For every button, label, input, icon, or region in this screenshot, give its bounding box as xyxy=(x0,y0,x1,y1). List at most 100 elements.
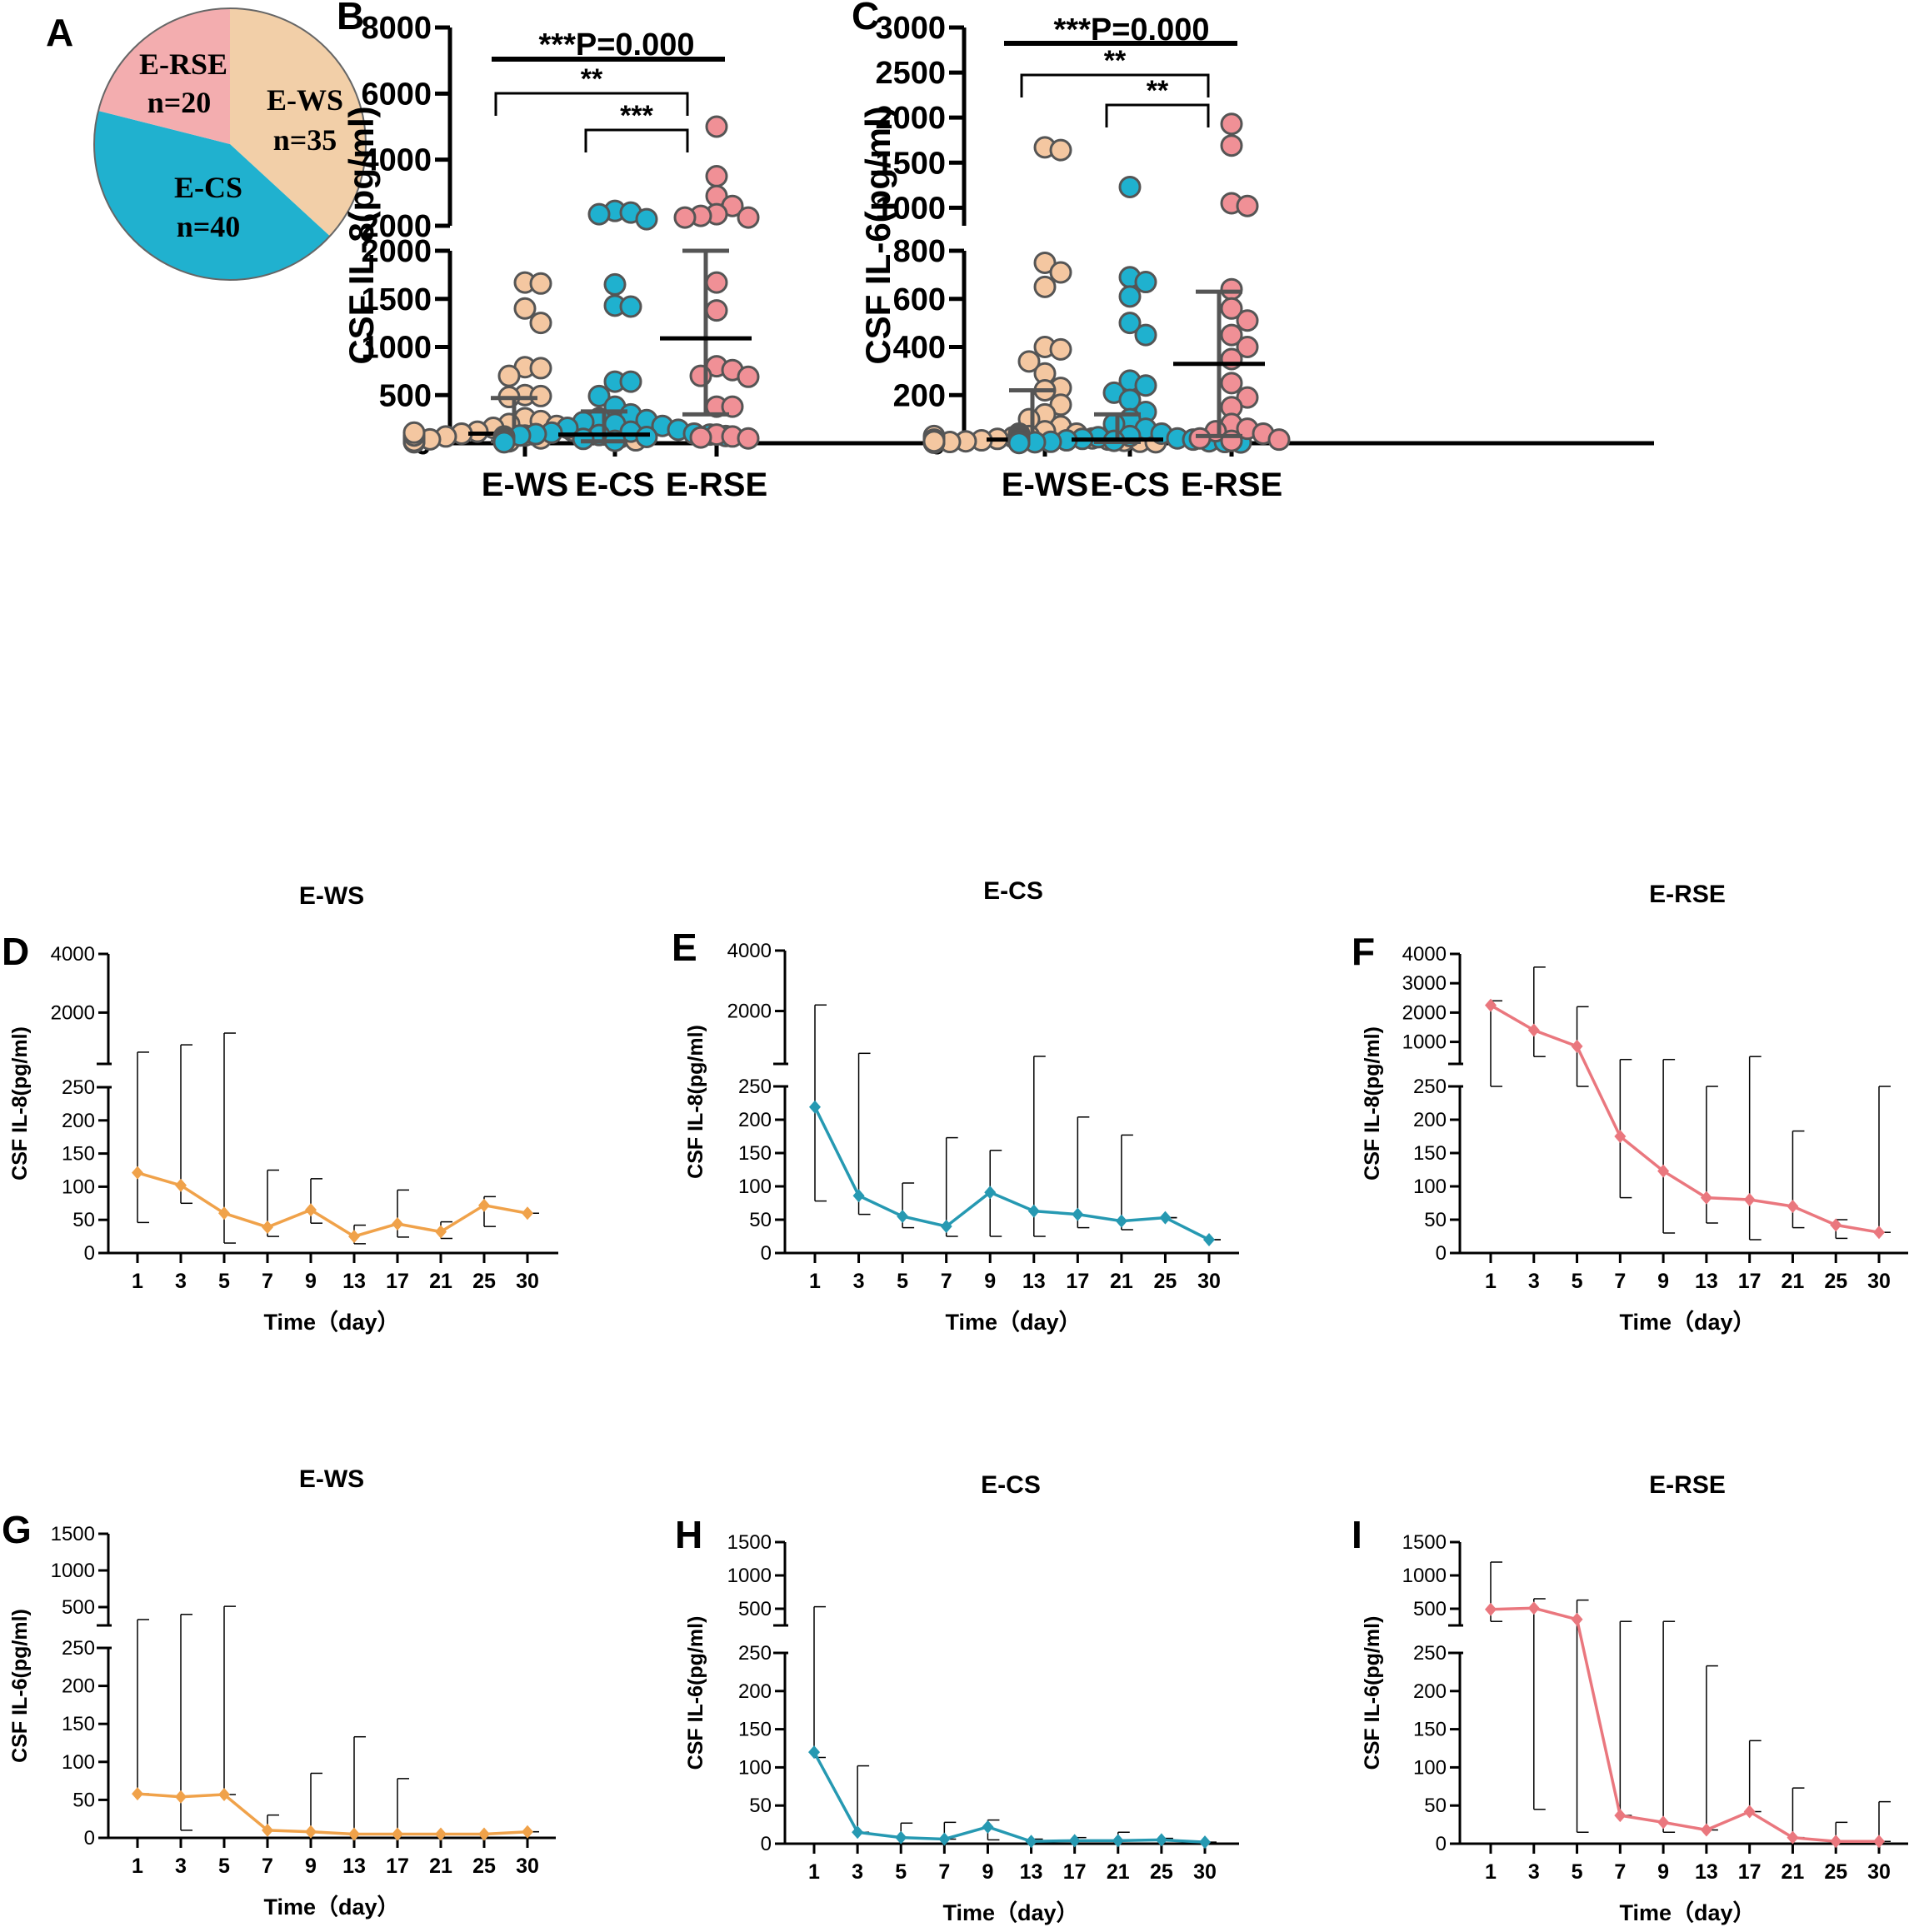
error-bar xyxy=(1490,1000,1502,1087)
data-point xyxy=(478,1827,490,1841)
y-tick-label: 2000 xyxy=(361,234,432,269)
error-bar xyxy=(1121,1134,1133,1231)
error-bar xyxy=(857,1765,870,1834)
y-tick-label: 2500 xyxy=(875,56,946,91)
x-tick-label: 21 xyxy=(429,1270,452,1293)
data-point xyxy=(218,1206,230,1221)
y-tick-label: 200 xyxy=(738,1109,772,1131)
y-tick-label: 100 xyxy=(738,1176,772,1198)
x-tick-label-e-cs: E-CS xyxy=(1090,467,1170,503)
scatter-panel-c: 020040060080010001500200025003000CSF IL-… xyxy=(858,11,1654,503)
x-tick-label: 13 xyxy=(342,1855,366,1878)
x-tick-label: 25 xyxy=(1154,1270,1177,1293)
x-tick-label: 13 xyxy=(1022,1270,1046,1293)
data-point xyxy=(737,365,760,388)
series-line xyxy=(1490,1606,1879,1844)
y-tick-label: 0 xyxy=(1436,1833,1447,1855)
y-tick-label: 150 xyxy=(738,1142,772,1165)
data-point xyxy=(1220,297,1243,320)
pie-outline xyxy=(93,7,367,281)
x-tick-label: 30 xyxy=(1197,1270,1221,1293)
data-point xyxy=(1267,428,1291,452)
x-tick-label: 5 xyxy=(1572,1270,1583,1293)
y-tick-label: 200 xyxy=(1413,1680,1447,1703)
data-point xyxy=(435,1827,447,1841)
panel-label-i: I xyxy=(1352,1513,1362,1556)
y-tick-label: 100 xyxy=(62,1751,95,1774)
panel-label-f: F xyxy=(1352,930,1375,973)
y-axis-title: CSF IL-6(pg/ml) xyxy=(1361,1616,1384,1770)
data-point xyxy=(1614,1809,1627,1823)
series-e-rse xyxy=(1173,112,1291,452)
y-tick-label: 50 xyxy=(72,1789,95,1811)
error-bar xyxy=(397,1778,409,1835)
y-tick-label: 0 xyxy=(1436,1242,1447,1265)
data-point xyxy=(1236,336,1259,358)
x-tick-label: 21 xyxy=(1107,1860,1130,1884)
data-point xyxy=(497,364,521,387)
x-tick-label: 7 xyxy=(1614,1860,1626,1884)
x-tick-label-e-cs: E-CS xyxy=(575,467,655,503)
line-panel-f: 0 50 100 150 200 250 1000 2000 3000 4000 CSF IL-8(… xyxy=(1361,881,1908,1335)
data-point xyxy=(852,1825,864,1840)
data-point xyxy=(402,421,426,444)
panel-label-e: E xyxy=(672,926,697,969)
data-point xyxy=(721,395,744,418)
panel-label-b: B xyxy=(337,0,364,37)
x-tick-label: 30 xyxy=(1193,1860,1217,1884)
y-tick-label: 50 xyxy=(72,1209,95,1231)
x-tick-label-e-rse: E-RSE xyxy=(666,467,767,503)
x-tick-label: 17 xyxy=(386,1855,409,1878)
data-point xyxy=(938,1832,951,1846)
y-tick-label: 250 xyxy=(1413,1076,1447,1098)
x-tick-label: 25 xyxy=(1150,1860,1173,1884)
y-tick-label: 250 xyxy=(738,1642,772,1665)
data-point xyxy=(132,1787,143,1801)
data-point xyxy=(809,1100,821,1114)
y-axis-title: CSF IL-6(pg/ml) xyxy=(8,1609,32,1763)
panel-label-c: C xyxy=(852,0,879,37)
x-tick-label: 13 xyxy=(1695,1270,1718,1293)
error-bar xyxy=(353,1735,366,1835)
y-tick-label: 2000 xyxy=(51,1001,95,1024)
y-tick-label: 1500 xyxy=(1402,1531,1447,1554)
x-tick-label: 5 xyxy=(1572,1860,1583,1884)
y-tick-label: 1000 xyxy=(727,1565,772,1587)
x-tick-label: 13 xyxy=(1695,1860,1718,1884)
data-point xyxy=(1873,1226,1885,1240)
x-axis-title: Time（day） xyxy=(263,1310,399,1335)
y-tick-label: 600 xyxy=(893,282,946,317)
x-tick-label: 3 xyxy=(175,1855,187,1878)
y-tick-label: 0 xyxy=(84,1827,95,1850)
data-point xyxy=(1068,1834,1081,1848)
data-point xyxy=(808,1745,820,1760)
y-tick-label: 1000 xyxy=(1402,1031,1447,1054)
data-point xyxy=(262,1823,273,1837)
error-bar xyxy=(1619,1058,1632,1199)
y-tick-label: 1500 xyxy=(361,282,432,317)
panel-label-h: H xyxy=(675,1513,702,1556)
data-point xyxy=(1485,998,1497,1012)
data-point xyxy=(922,430,946,453)
x-tick-label: 9 xyxy=(1657,1270,1669,1293)
data-point xyxy=(1830,1835,1842,1849)
y-tick-label: 250 xyxy=(62,1076,95,1099)
y-tick-label: 2000 xyxy=(1402,1001,1447,1024)
data-point xyxy=(1134,323,1157,347)
y-tick-label: 500 xyxy=(1413,1598,1447,1620)
data-point xyxy=(1236,386,1259,409)
pie-count-e-rse: n=20 xyxy=(147,86,212,119)
data-point xyxy=(1485,1602,1497,1616)
data-point xyxy=(1787,1830,1799,1845)
x-tick-label: 21 xyxy=(1782,1270,1805,1293)
series-line xyxy=(812,1751,1206,1844)
data-point xyxy=(348,1230,360,1244)
error-bar xyxy=(1533,1598,1546,1810)
data-point xyxy=(1220,277,1243,301)
y-tick-label: 500 xyxy=(379,378,432,413)
significance-label: ** xyxy=(581,63,603,95)
y-tick-label: 150 xyxy=(62,1143,95,1166)
data-point xyxy=(1220,134,1243,157)
y-tick-label: 150 xyxy=(1413,1719,1447,1741)
x-tick-label: 30 xyxy=(1867,1860,1891,1884)
